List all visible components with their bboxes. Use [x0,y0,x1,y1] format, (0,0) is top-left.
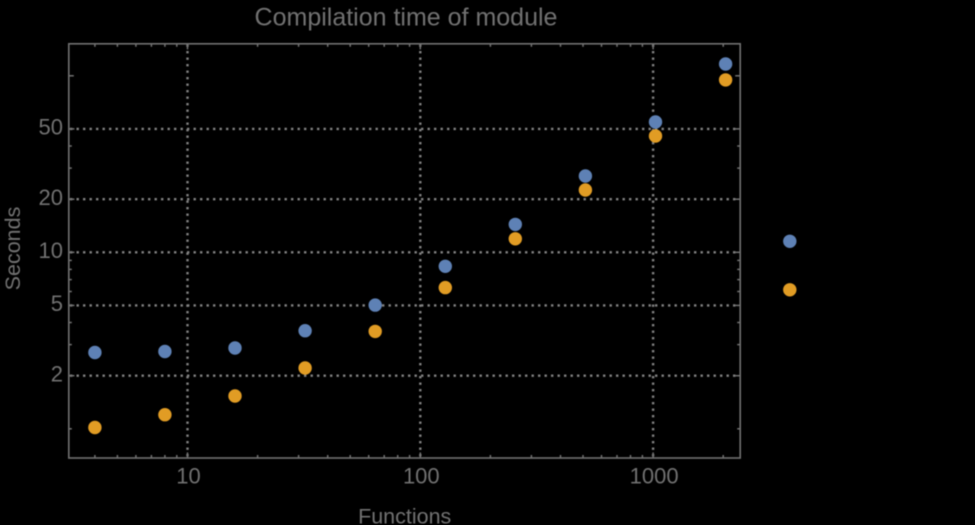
svg-text:20: 20 [39,185,63,210]
svg-text:Functions: Functions [358,505,451,525]
svg-text:5: 5 [51,291,63,316]
svg-text:Seconds: Seconds [1,207,25,291]
svg-text:10: 10 [39,238,63,263]
svg-text:1000: 1000 [630,463,679,488]
svg-text:100: 100 [403,463,440,488]
svg-text:50: 50 [39,115,63,140]
svg-text:2: 2 [51,361,63,386]
svg-text:10: 10 [176,463,200,488]
svg-text:Compilation time of module: Compilation time of module [255,3,558,31]
